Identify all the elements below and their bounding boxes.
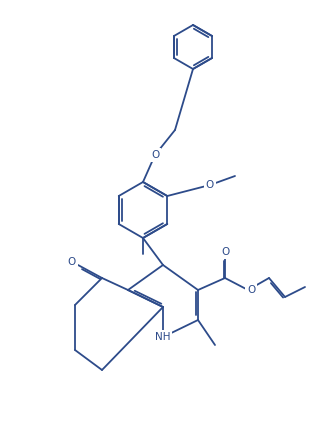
Text: O: O <box>247 285 255 295</box>
Text: O: O <box>68 257 76 267</box>
Text: O: O <box>206 180 214 190</box>
Text: O: O <box>151 150 159 160</box>
Text: NH: NH <box>155 332 171 342</box>
Text: O: O <box>221 247 229 257</box>
